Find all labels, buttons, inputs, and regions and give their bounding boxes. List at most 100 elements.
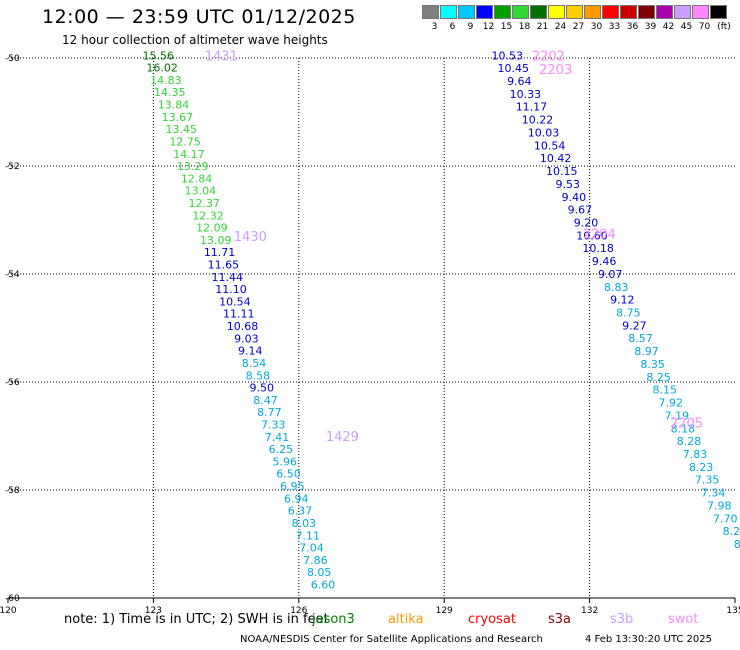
wave-height-label: 11.10	[215, 283, 247, 296]
legend-swatch	[638, 5, 655, 19]
legend-swatch	[566, 5, 583, 19]
timestamp-text: 4 Feb 13:30:20 UTC 2025	[585, 634, 712, 645]
legend-label: 3	[431, 22, 438, 32]
legend-swatch	[512, 5, 529, 19]
legend-label: 18	[518, 22, 531, 32]
wave-height-label: 7.92	[659, 397, 684, 410]
wave-height-label: 7.83	[683, 448, 708, 461]
x-tick-label: 120	[0, 606, 17, 616]
legend-swatch	[422, 5, 439, 19]
wave-height-label: 7.70	[713, 512, 738, 525]
satellite-legend-altika: altika	[388, 612, 424, 627]
x-tick-label: 123	[145, 606, 162, 616]
wave-height-label: 11.44	[211, 271, 243, 284]
wave-height-label: 10.53	[491, 49, 523, 62]
legend-swatch	[476, 5, 493, 19]
wave-height-label: 6.50	[276, 468, 301, 481]
pass-time-label: 2204	[583, 228, 616, 243]
legend-swatch	[710, 5, 727, 19]
legend-label: 39	[644, 22, 657, 32]
wave-height-label: 8.15	[652, 384, 677, 397]
wave-height-label: 8.35	[640, 358, 665, 371]
chart-marks: 15.5616.0214.8314.3513.8413.6713.4512.75…	[142, 49, 740, 591]
wave-height-label: 12.37	[188, 197, 220, 210]
wave-height-label: 7.98	[707, 499, 732, 512]
wave-height-label: 11.11	[223, 308, 255, 321]
legend-label: 15	[500, 22, 513, 32]
wave-height-label: 10.45	[498, 62, 530, 75]
legend-label: 12	[482, 22, 495, 32]
wave-height-label: 8	[734, 538, 740, 551]
legend-label: 42	[662, 22, 675, 32]
wave-height-label: 11.71	[204, 246, 236, 259]
wave-height-label: 8.18	[671, 422, 696, 435]
wave-height-label: 6.94	[284, 492, 309, 505]
y-tick-label: -54	[5, 270, 20, 280]
wave-height-label: 8.05	[307, 566, 332, 579]
wave-height-label: 8.2	[723, 525, 740, 538]
wave-height-label: 9.50	[249, 382, 274, 395]
wave-height-label: 8.97	[634, 345, 659, 358]
satellite-legend-s3a: s3a	[548, 612, 572, 627]
wave-height-label: 7.86	[303, 554, 328, 567]
wave-height-label: 9.27	[622, 319, 647, 332]
chart-grid	[8, 57, 735, 599]
wave-height-label: 7.35	[695, 474, 720, 487]
satellite-legend-jason3: jason3	[312, 612, 355, 627]
wave-height-label: 11.17	[516, 101, 548, 114]
wave-height-label: 10.18	[582, 242, 614, 255]
y-tick-label: -52	[5, 162, 20, 172]
wave-height-label: 6.37	[288, 505, 313, 518]
legend-swatch	[548, 5, 565, 19]
wave-height-label: 13.04	[185, 185, 217, 198]
wave-height-label: 13.67	[162, 111, 194, 124]
wave-height-label: 10.33	[510, 88, 542, 101]
wave-height-label: 10.15	[546, 165, 578, 178]
wave-height-label: 16.02	[146, 62, 178, 75]
wave-height-label: 8.23	[689, 461, 714, 474]
wave-height-label: 13.29	[177, 160, 209, 173]
legend-swatch	[440, 5, 457, 19]
legend-label: 24	[554, 22, 567, 32]
note-text: note: 1) Time is in UTC; 2) SWH is in fe…	[64, 612, 329, 627]
wave-height-label: 7.19	[665, 409, 690, 422]
y-tick-label: -60	[5, 594, 20, 604]
pass-time-label: 2202	[532, 49, 565, 64]
wave-height-label: 10.68	[227, 320, 259, 333]
wave-height-label: 7.33	[261, 419, 286, 432]
wave-height-label: 9.14	[238, 345, 263, 358]
wave-height-label: 7.41	[265, 431, 290, 444]
wave-height-label: 8.47	[253, 394, 278, 407]
satellite-legend-cryosat: cryosat	[468, 612, 516, 627]
footer: note: 1) Time is in UTC; 2) SWH is in fe…	[0, 609, 740, 650]
legend-swatch	[692, 5, 709, 19]
wave-height-label: 9.64	[507, 75, 532, 88]
legend-label: 27	[572, 22, 585, 32]
legend-label: 30	[590, 22, 603, 32]
wave-height-label: 8.28	[677, 435, 702, 448]
wave-height-label: 8.25	[646, 371, 671, 384]
wave-height-label: 10.03	[528, 126, 560, 139]
wave-height-label: 7.04	[299, 542, 324, 555]
wave-height-label: 7.11	[295, 529, 320, 542]
legend-swatch	[458, 5, 475, 19]
legend-label: 36	[626, 22, 639, 32]
wave-height-label: 6.60	[311, 579, 336, 592]
wave-height-label: 14.83	[150, 74, 182, 87]
chart-axes: 120 123 126 129 132 135 -50 -52 -54 -56 -58 -60	[0, 54, 740, 616]
y-tick-label: -56	[5, 378, 20, 388]
wave-height-label: 15.56	[142, 49, 174, 62]
wave-height-label: 8.03	[292, 517, 317, 530]
legend-label: 33	[608, 22, 621, 32]
wave-height-label: 8.57	[628, 332, 653, 345]
wave-height-label: 8.75	[616, 307, 641, 320]
wave-height-label: 9.20	[574, 216, 599, 229]
wave-height-label: 12.75	[169, 135, 201, 148]
y-tick-label: -50	[5, 54, 20, 64]
legend-label: 6	[449, 22, 456, 32]
wave-height-label: 12.09	[196, 222, 228, 235]
legend-swatch	[620, 5, 637, 19]
y-tick-label: -58	[5, 486, 20, 496]
pass-time-label: 1431	[205, 49, 238, 64]
legend-swatch	[656, 5, 673, 19]
